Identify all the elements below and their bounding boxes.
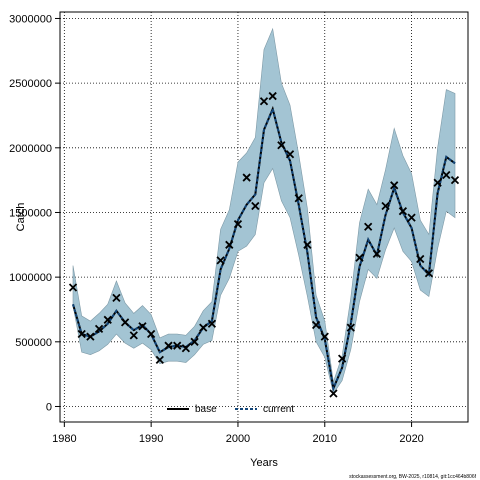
- observed-point: [294, 194, 303, 203]
- observed-point: [346, 323, 355, 332]
- plot-frame: [59, 11, 469, 423]
- observed-point: [225, 240, 234, 249]
- observed-point: [86, 332, 95, 341]
- observed-point: [233, 219, 243, 229]
- observed-point: [364, 222, 373, 231]
- y-tick-label: 2500000: [9, 78, 52, 90]
- x-tick-label: 2010: [313, 433, 337, 445]
- y-tick-label: 2000000: [9, 143, 52, 155]
- observed-point: [355, 253, 364, 262]
- observed-point: [390, 181, 399, 190]
- observed-point: [311, 320, 321, 330]
- y-tick-label: 500000: [15, 337, 52, 349]
- observed-point: [337, 354, 347, 363]
- observed-point: [147, 329, 156, 339]
- y-tick-label: 1000000: [9, 272, 52, 284]
- x-tick-label: 1990: [139, 433, 163, 445]
- observed-point: [207, 319, 217, 328]
- y-tick-label: 3000000: [9, 13, 52, 25]
- observed-point: [199, 323, 208, 332]
- observed-point: [320, 332, 329, 341]
- observed-point: [259, 97, 269, 106]
- legend-current-label: current: [263, 404, 294, 415]
- observed-point: [268, 91, 277, 101]
- observed-point: [112, 293, 121, 302]
- x-tick-label: 1980: [52, 433, 76, 445]
- observed-point: [190, 337, 199, 346]
- legend: base current: [167, 404, 294, 415]
- observed-point: [251, 201, 260, 211]
- observed-point: [242, 173, 251, 182]
- observed-point: [329, 389, 338, 398]
- x-axis-title: Years: [250, 457, 278, 469]
- legend-base-label: base: [195, 404, 217, 415]
- observed-point: [398, 207, 408, 216]
- observed-point: [129, 331, 138, 340]
- x-tick-label: 2020: [399, 433, 423, 445]
- observed-point: [68, 283, 78, 292]
- observed-point: [103, 315, 112, 324]
- observed-point: [77, 329, 86, 339]
- observed-point: [216, 256, 225, 265]
- observed-point: [94, 324, 104, 334]
- observed-point: [164, 341, 173, 350]
- observed-point: [155, 355, 164, 365]
- observed-point: [424, 269, 434, 278]
- observed-point: [442, 170, 451, 180]
- observed-point: [181, 344, 191, 353]
- observed-point: [407, 213, 416, 222]
- current-series-line: [72, 105, 456, 392]
- observed-point: [277, 141, 286, 150]
- x-tick-label: 2000: [226, 433, 250, 445]
- footnote: stockassessment.org, BW-2025, r10814, gi…: [349, 474, 477, 480]
- y-axis-title: Catch: [15, 203, 27, 232]
- y-tick-label: 1500000: [9, 207, 52, 219]
- observed-point: [416, 254, 425, 264]
- observed-point: [450, 176, 460, 185]
- observed-point: [372, 249, 381, 258]
- y-tick-label: 0: [46, 401, 52, 413]
- observed-point: [120, 318, 130, 327]
- observed-point: [381, 201, 390, 211]
- observed-point: [173, 341, 182, 350]
- observed-point: [433, 178, 442, 187]
- x-axis: 1980 1990 2000 2010 2020: [52, 422, 424, 445]
- y-axis: 0 500000 1000000 1500000 2000000 2500000 30000…: [9, 13, 60, 413]
- observed-point: [285, 150, 295, 159]
- observed-point: [303, 240, 312, 249]
- observed-points: [68, 91, 460, 398]
- observed-point: [138, 322, 147, 331]
